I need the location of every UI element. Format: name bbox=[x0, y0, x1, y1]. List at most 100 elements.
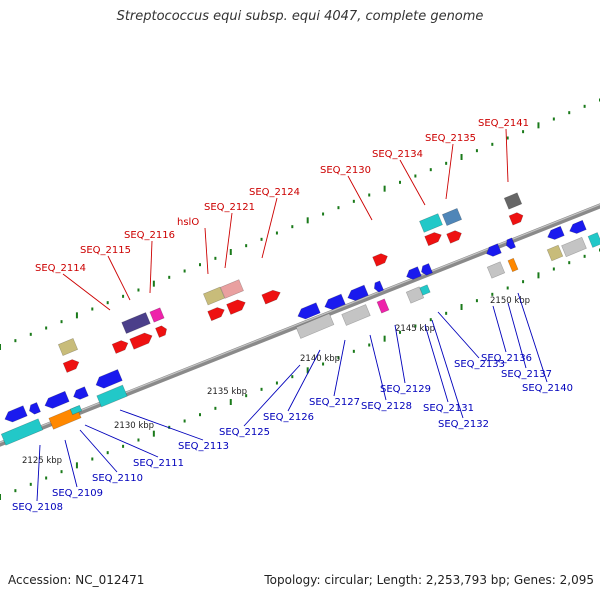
tick-mark-lower bbox=[537, 272, 540, 279]
tick-mark-lower bbox=[214, 406, 217, 410]
backbone-highlight bbox=[0, 203, 600, 444]
tick-mark-upper bbox=[229, 249, 232, 255]
forward-gene-shape bbox=[62, 359, 80, 373]
tick-mark-upper bbox=[122, 294, 125, 298]
tick-mark-lower bbox=[275, 381, 278, 385]
reverse-gene bbox=[324, 293, 346, 310]
forward-gene bbox=[372, 253, 388, 267]
reverse-gene bbox=[486, 243, 502, 257]
reverse-gene bbox=[421, 263, 433, 276]
gene-box-lower-shape bbox=[376, 298, 390, 314]
tick-mark-upper bbox=[414, 174, 417, 178]
tick-mark-lower bbox=[199, 413, 201, 417]
reverse-gene-shape bbox=[547, 225, 565, 240]
gene-box-upper-shape bbox=[419, 213, 443, 233]
gene-box-lower-shape bbox=[341, 304, 371, 326]
gene-label-top: SEQ_2124 bbox=[249, 187, 300, 198]
gene-box-lower bbox=[587, 232, 600, 248]
reverse-gene bbox=[406, 266, 422, 280]
forward-gene bbox=[207, 307, 225, 322]
tick-mark-lower bbox=[552, 267, 555, 271]
gene-label-bottom: SEQ_2113 bbox=[178, 441, 229, 452]
tick-mark-upper bbox=[352, 199, 355, 203]
reverse-gene-shape bbox=[29, 402, 41, 415]
leader-line-bottom bbox=[424, 324, 449, 403]
tick-mark-upper bbox=[45, 326, 48, 330]
tick-mark-lower bbox=[45, 476, 48, 480]
gene-box-upper bbox=[441, 207, 463, 227]
leader-line-bottom bbox=[492, 305, 507, 353]
gene-box-upper bbox=[149, 307, 165, 323]
gene-box-lower-shape bbox=[295, 313, 335, 339]
tick-mark-lower bbox=[14, 489, 17, 493]
reverse-gene bbox=[4, 405, 28, 423]
tick-mark-upper bbox=[383, 185, 386, 192]
tick-mark-lower bbox=[152, 430, 155, 437]
tick-mark-upper bbox=[260, 237, 263, 241]
tick-mark-lower bbox=[399, 330, 401, 334]
leader-line-bottom bbox=[243, 364, 301, 427]
tick-mark-upper bbox=[245, 244, 248, 248]
gene-label-bottom: SEQ_2131 bbox=[423, 403, 474, 414]
tick-mark-lower bbox=[583, 254, 586, 258]
gene-box-lower-shape bbox=[546, 244, 564, 262]
gene-box-upper-shape bbox=[57, 337, 79, 357]
reverse-gene bbox=[73, 386, 89, 400]
reverse-gene-shape bbox=[297, 302, 321, 320]
tick-mark-upper bbox=[106, 301, 109, 305]
tick-mark-upper bbox=[14, 339, 17, 343]
forward-gene-shape bbox=[207, 307, 225, 322]
reverse-gene-shape bbox=[73, 386, 89, 400]
tick-mark-upper bbox=[337, 206, 340, 210]
forward-gene bbox=[446, 230, 462, 244]
tick-mark-lower bbox=[106, 451, 109, 455]
tick-mark-lower bbox=[75, 462, 78, 469]
gene-label-top: hslO bbox=[177, 217, 199, 228]
gene-box-lower-shape bbox=[561, 236, 587, 258]
scale-label: 2145 kbp bbox=[395, 324, 435, 334]
forward-gene-shape bbox=[446, 230, 462, 244]
reverse-gene bbox=[505, 237, 517, 250]
gene-label-bottom: SEQ_2136 bbox=[481, 353, 532, 364]
forward-gene-shape bbox=[424, 232, 442, 247]
tick-mark-upper bbox=[0, 344, 1, 350]
reverse-gene-shape bbox=[421, 263, 433, 276]
gene-label-bottom: SEQ_2132 bbox=[438, 419, 489, 430]
gene-box-lower-shape bbox=[405, 286, 425, 304]
tick-mark-lower bbox=[337, 356, 340, 360]
tick-mark-lower bbox=[460, 304, 463, 310]
tick-mark-upper bbox=[60, 320, 63, 324]
leader-line-top bbox=[505, 128, 509, 183]
gene-box-lower bbox=[295, 313, 335, 339]
tick-mark-lower bbox=[475, 299, 478, 303]
gene-label-bottom: SEQ_2140 bbox=[522, 383, 573, 394]
gene-box-lower bbox=[376, 298, 390, 314]
gene-box-upper-shape bbox=[441, 207, 463, 227]
leader-line-bottom bbox=[394, 324, 406, 384]
gene-label-top: SEQ_2116 bbox=[124, 230, 175, 241]
leader-line-top bbox=[399, 159, 426, 206]
tick-mark-lower bbox=[91, 457, 94, 461]
gene-box-lower bbox=[507, 257, 519, 273]
reverse-gene bbox=[347, 284, 369, 301]
gene-box-upper bbox=[121, 312, 151, 334]
accession-text: Accession: NC_012471 bbox=[8, 573, 145, 587]
gene-box-lower bbox=[0, 418, 44, 446]
leader-line-top bbox=[347, 175, 373, 221]
tick-mark-lower bbox=[368, 343, 371, 347]
leader-line-bottom bbox=[431, 319, 464, 419]
leader-line-top bbox=[224, 212, 233, 269]
tick-mark-lower bbox=[245, 394, 248, 398]
gene-label-bottom: SEQ_2129 bbox=[380, 384, 431, 395]
gene-label-bottom: SEQ_2125 bbox=[219, 427, 270, 438]
tick-mark-lower bbox=[506, 286, 509, 290]
tick-mark-lower bbox=[522, 280, 525, 284]
reverse-gene-shape bbox=[347, 284, 369, 301]
tick-mark-lower bbox=[445, 311, 448, 315]
gene-box-upper-shape bbox=[149, 307, 165, 323]
tick-mark-upper bbox=[75, 312, 78, 319]
gene-label-bottom: SEQ_2128 bbox=[361, 401, 412, 412]
tick-mark-upper bbox=[137, 288, 140, 292]
tick-mark-upper bbox=[445, 161, 448, 165]
